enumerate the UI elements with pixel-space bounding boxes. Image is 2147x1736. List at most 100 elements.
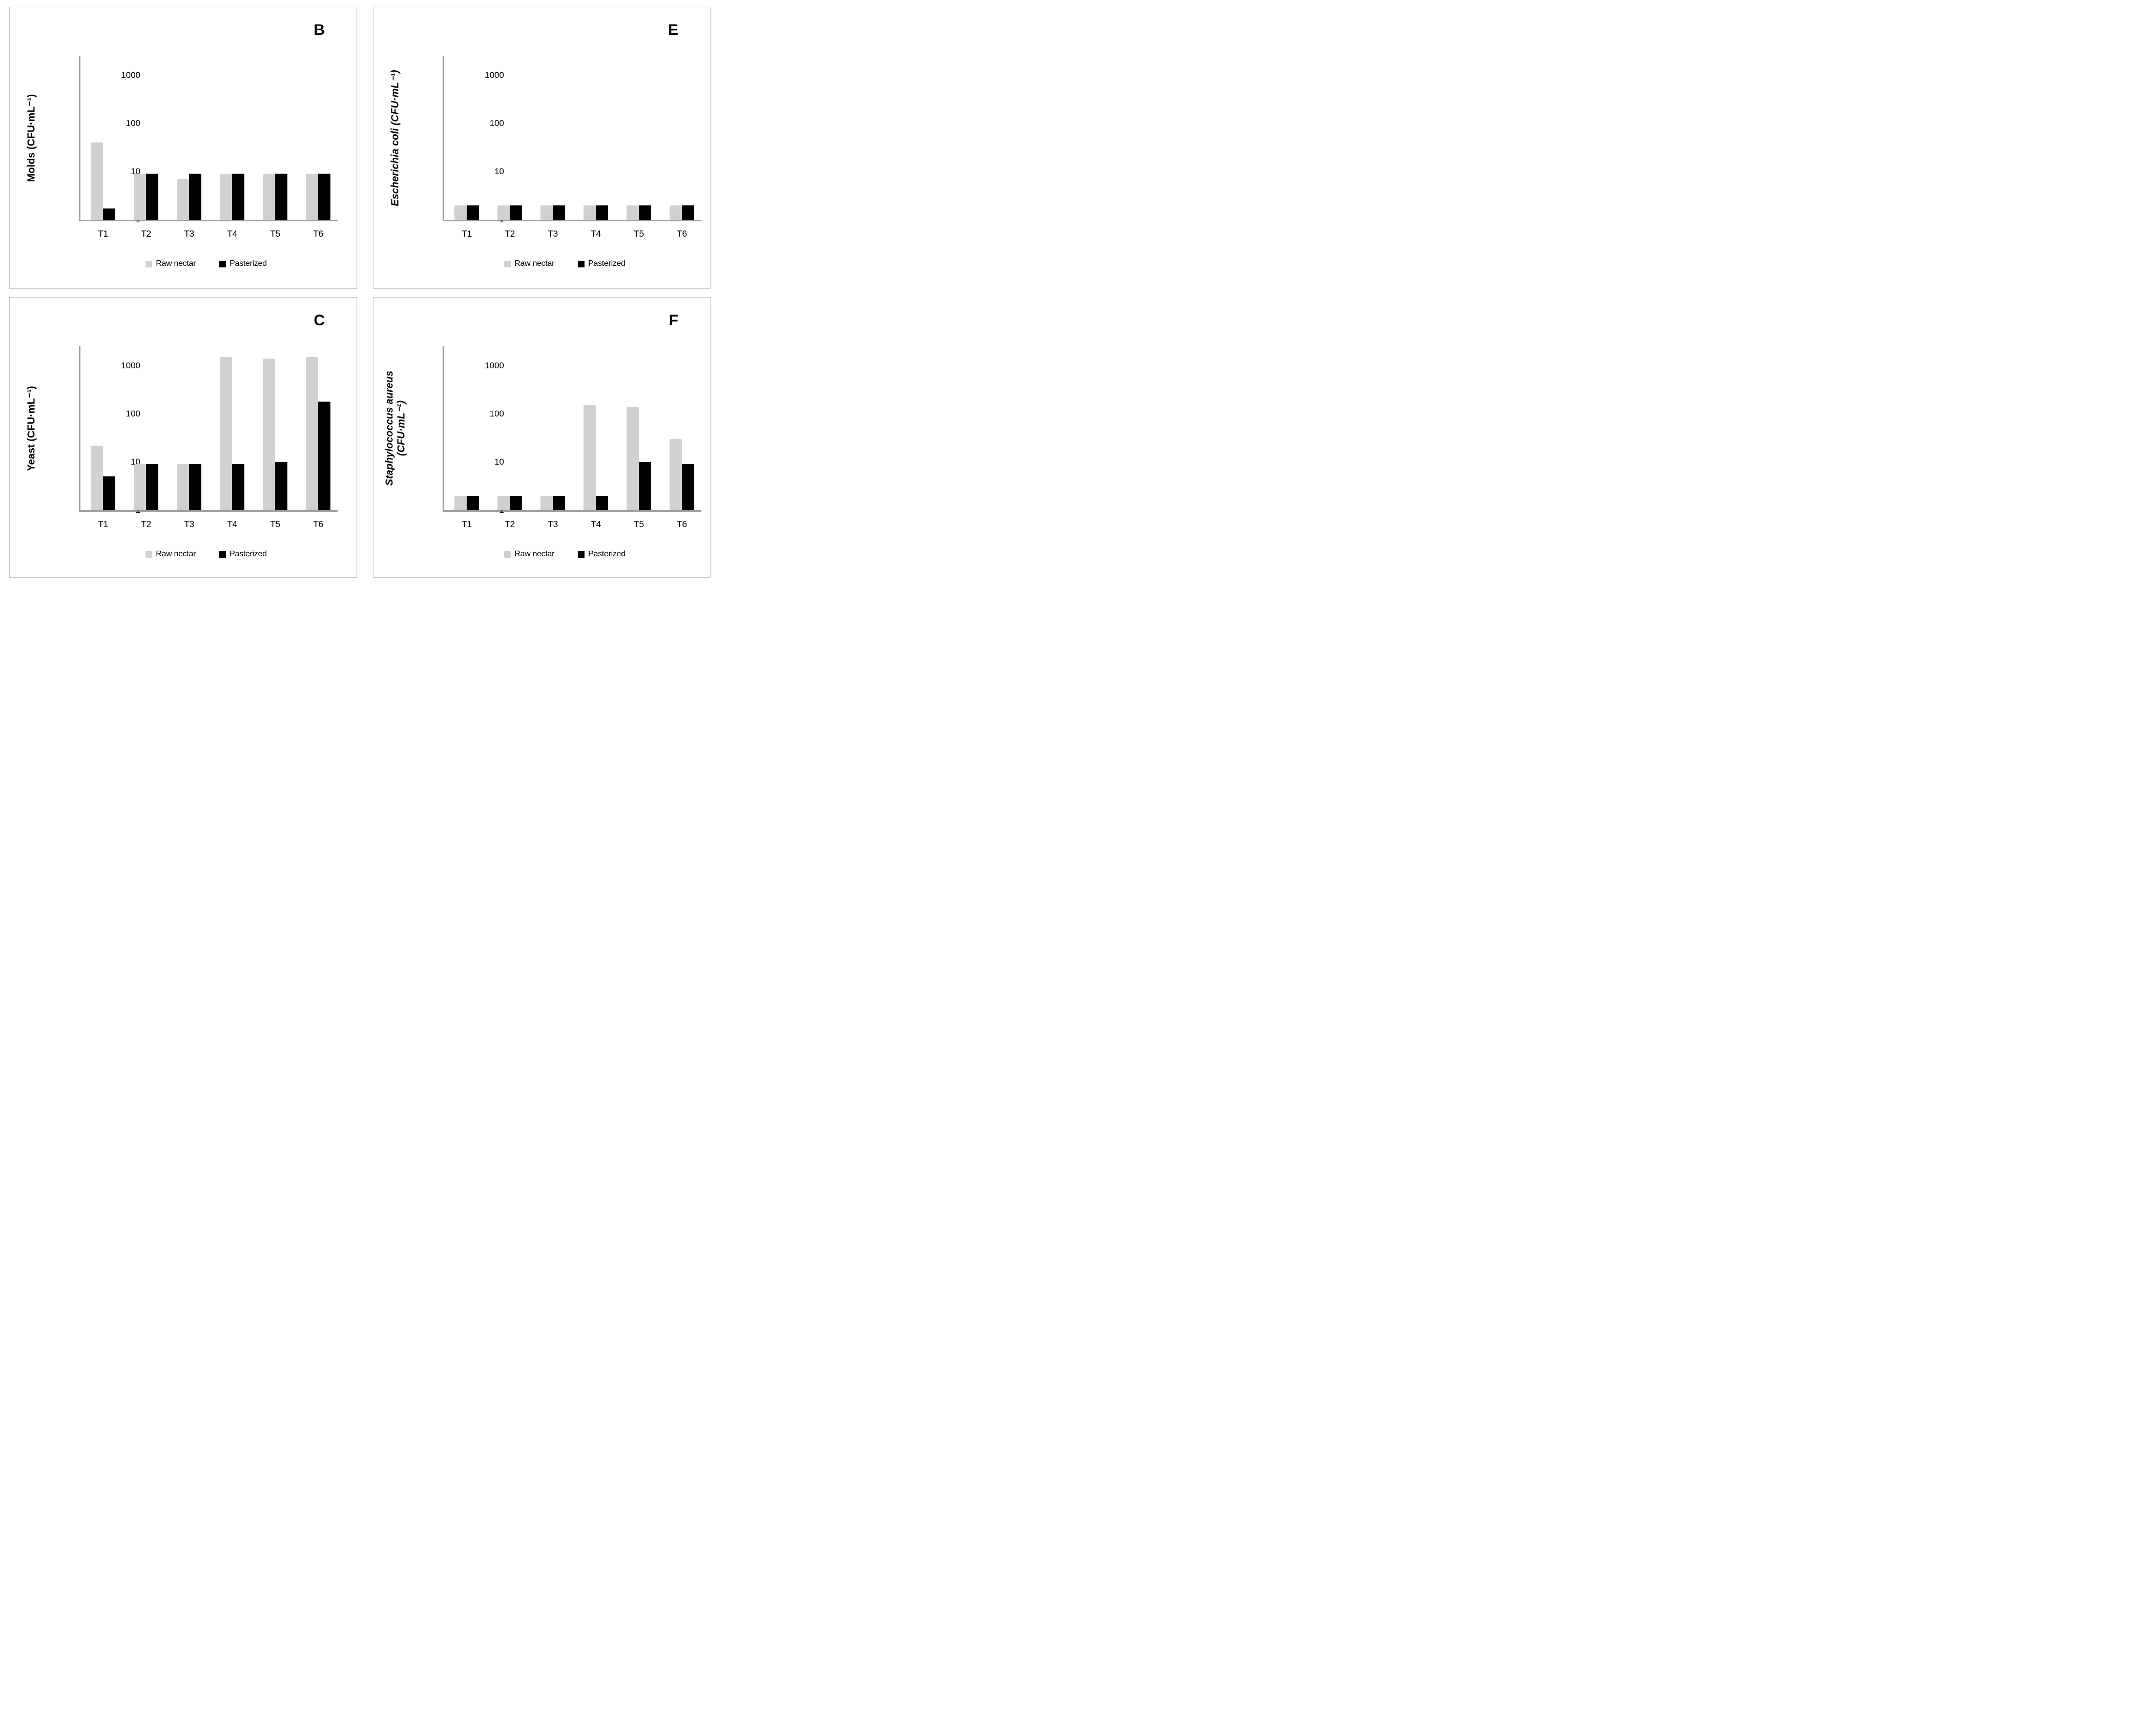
legend-label-pasterized: Pasterized [230, 259, 267, 268]
x-category-label-T6: T6 [677, 519, 687, 529]
raw-nectar-bar-T2 [497, 205, 510, 220]
pasterized-bar-T2 [146, 174, 158, 220]
raw-nectar-bar-T2 [134, 464, 146, 510]
plot-area: 1000100101T1T2T3T4T5T6 [79, 346, 338, 529]
pasterized-bar-T4 [596, 495, 608, 510]
y-tick-label: 1000 [485, 70, 504, 80]
pasterized-bar-T5 [275, 174, 287, 220]
y-tick-label: 1000 [121, 361, 140, 370]
y-axis-title-line: Staphylococcus aureus [384, 370, 395, 486]
pasterized-bar-T1 [103, 476, 115, 510]
y-tick-label: 100 [126, 409, 140, 419]
raw-nectar-bar-T2 [497, 495, 510, 510]
x-category-label-T2: T2 [505, 519, 515, 529]
legend-item-pasterized: Pasterized [578, 550, 626, 559]
y-axis-title-line: (CFU·mL⁻¹) [395, 400, 407, 456]
y-axis-title: Molds (CFU·mL⁻¹) [12, 56, 52, 220]
y-tick-label: 10 [494, 166, 504, 176]
x-category-label-T4: T4 [227, 228, 237, 239]
raw-nectar-bar-T1 [91, 445, 103, 510]
y-tick-label: 100 [489, 118, 504, 128]
y-axis-line [443, 346, 444, 512]
y-axis-title-line: Molds (CFU·mL⁻¹) [26, 94, 37, 182]
raw-nectar-bar-T1 [91, 142, 103, 220]
x-category-label-T3: T3 [184, 519, 194, 529]
raw-nectar-swatch-icon [145, 551, 153, 558]
raw-nectar-swatch-icon [145, 260, 153, 267]
panel-escherichia-coli: E Escherichia coli (CFU·mL⁻¹) 1000100101… [373, 7, 711, 289]
plot-area: 1000100101T1T2T3T4T5T6 [79, 56, 338, 239]
panel-letter: C [314, 312, 325, 329]
raw-nectar-bar-T2 [134, 174, 146, 220]
raw-nectar-bar-T5 [627, 205, 639, 220]
x-category-label-T1: T1 [462, 519, 472, 529]
panel-letter: E [668, 22, 678, 38]
x-axis-line [79, 220, 338, 221]
x-category-label-T1: T1 [98, 228, 108, 239]
raw-nectar-bar-T6 [306, 174, 318, 220]
panel-letter: F [669, 312, 678, 329]
x-category-label-T2: T2 [141, 228, 151, 239]
plot-area: 1000100101T1T2T3T4T5T6 [443, 346, 701, 529]
pasterized-bar-T3 [553, 495, 565, 510]
x-category-label-T5: T5 [270, 519, 280, 529]
x-category-label-T3: T3 [184, 228, 194, 239]
raw-nectar-bar-T1 [454, 205, 467, 220]
x-category-label-T3: T3 [548, 519, 558, 529]
y-tick-label: 1000 [485, 361, 504, 370]
pasterized-swatch-icon [578, 260, 585, 267]
x-category-label-T6: T6 [313, 519, 323, 529]
pasterized-bar-T5 [639, 205, 651, 220]
pasterized-swatch-icon [219, 260, 226, 267]
legend-label-pasterized: Pasterized [230, 550, 267, 558]
legend-item-pasterized: Pasterized [578, 259, 626, 268]
pasterized-bar-T5 [275, 462, 287, 510]
legend-item-raw-nectar: Raw nectar [504, 259, 554, 268]
legend-item-raw-nectar: Raw nectar [145, 550, 196, 559]
x-category-label-T6: T6 [677, 228, 687, 239]
raw-nectar-bar-T6 [306, 357, 318, 510]
x-category-label-T1: T1 [98, 519, 108, 529]
y-axis-title-line: Yeast (CFU·mL⁻¹) [26, 385, 37, 471]
x-category-label-T6: T6 [313, 228, 323, 239]
x-category-label-T4: T4 [591, 519, 601, 529]
pasterized-bar-T2 [146, 464, 158, 510]
legend-label-pasterized: Pasterized [588, 550, 626, 558]
pasterized-bar-T4 [232, 464, 244, 510]
x-category-label-T5: T5 [270, 228, 280, 239]
pasterized-bar-T6 [682, 464, 694, 510]
x-axis-line [79, 510, 338, 512]
x-axis-line [443, 220, 701, 221]
raw-nectar-bar-T3 [540, 495, 553, 510]
pasterized-bar-T2 [510, 205, 522, 220]
raw-nectar-swatch-icon [504, 551, 511, 558]
y-tick-label: 100 [126, 118, 140, 128]
legend-item-raw-nectar: Raw nectar [145, 259, 196, 268]
raw-nectar-bar-T5 [627, 407, 639, 510]
x-category-label-T3: T3 [548, 228, 558, 239]
pasterized-bar-T5 [639, 462, 651, 510]
legend: Raw nectar Pasterized [66, 550, 346, 559]
pasterized-bar-T6 [682, 205, 694, 220]
y-tick-label: 10 [131, 457, 140, 467]
x-category-label-T2: T2 [141, 519, 151, 529]
x-category-label-T2: T2 [505, 228, 515, 239]
y-axis-title-line: Escherichia coli (CFU·mL⁻¹) [389, 69, 401, 206]
legend-label-raw-nectar: Raw nectar [156, 259, 196, 268]
raw-nectar-bar-T4 [583, 205, 596, 220]
y-axis-line [79, 56, 80, 221]
raw-nectar-bar-T1 [454, 495, 467, 510]
panel-letter: B [314, 22, 325, 38]
figure-page: B Molds (CFU·mL⁻¹) 1000100101T1T2T3T4T5T… [0, 0, 716, 579]
legend-label-raw-nectar: Raw nectar [156, 550, 196, 558]
legend: Raw nectar Pasterized [430, 259, 700, 268]
pasterized-bar-T6 [318, 402, 330, 510]
pasterized-bar-T4 [596, 205, 608, 220]
pasterized-bar-T3 [189, 174, 201, 220]
y-tick-label: 10 [494, 457, 504, 467]
panel-staphylococcus-aureus: F Staphylococcus aureus (CFU·mL⁻¹) 1000 10… [373, 297, 711, 578]
x-axis-line [443, 510, 701, 512]
legend: Raw nectar Pasterized [66, 259, 346, 268]
x-category-label-T5: T5 [634, 519, 644, 529]
raw-nectar-bar-T4 [220, 357, 232, 510]
